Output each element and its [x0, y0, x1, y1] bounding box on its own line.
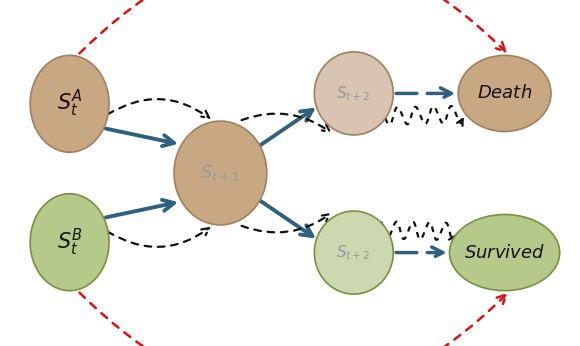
Text: $Survived$: $Survived$	[464, 244, 545, 262]
Ellipse shape	[450, 215, 560, 291]
Ellipse shape	[314, 211, 393, 294]
Text: $S_t^A$: $S_t^A$	[57, 88, 82, 119]
Text: $S_{t+1}$: $S_{t+1}$	[200, 163, 241, 183]
Ellipse shape	[174, 121, 267, 225]
Text: $Death$: $Death$	[477, 84, 532, 102]
Text: $S_{t+2}$: $S_{t+2}$	[336, 84, 371, 103]
Text: $S_t^B$: $S_t^B$	[57, 227, 82, 258]
Ellipse shape	[314, 52, 393, 135]
Ellipse shape	[458, 55, 551, 131]
Text: $S_{t+2}$: $S_{t+2}$	[336, 243, 371, 262]
Ellipse shape	[30, 194, 109, 291]
Ellipse shape	[30, 55, 109, 152]
